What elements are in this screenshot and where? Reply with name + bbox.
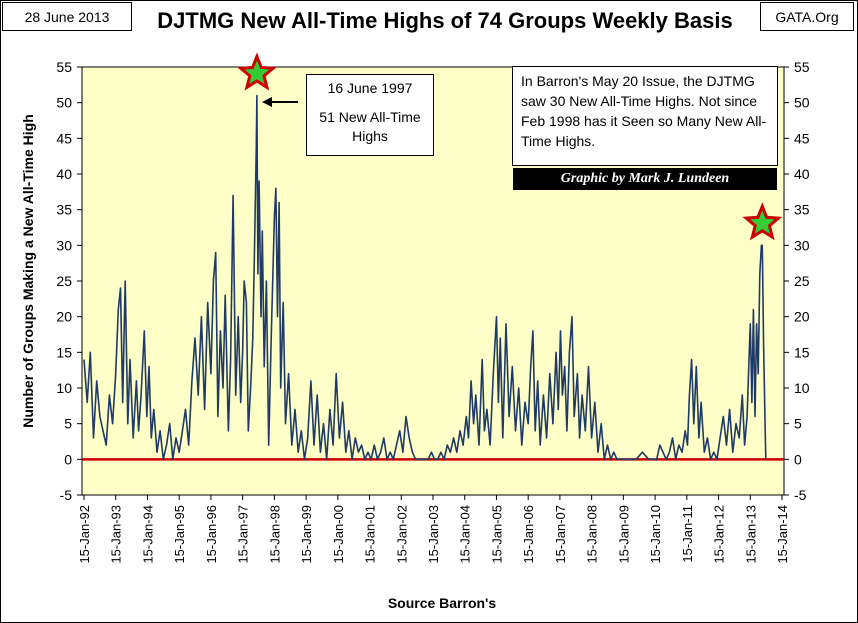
y-tick-label: 10 — [794, 380, 810, 396]
y-tick-label: 0 — [64, 451, 72, 467]
series-line — [83, 94, 767, 461]
y-tick-label: 25 — [794, 273, 810, 289]
x-tick-label: 15-Jan-92 — [77, 505, 92, 564]
x-tick-label: 15-Jan-02 — [394, 505, 409, 564]
y-tick-label: 0 — [794, 451, 802, 467]
x-tick-label: 15-Jan-99 — [299, 505, 314, 564]
x-tick-label: 15-Jan-06 — [521, 505, 536, 564]
x-tick-label: 15-Jan-98 — [267, 505, 282, 564]
y-tick-label: 20 — [56, 309, 72, 325]
y-axis-right: -5 0 5 10 15 20 25 30 35 40 45 50 55 — [784, 59, 810, 503]
x-axis-label: Source Barron's — [388, 595, 497, 611]
x-tick-label: 15-Jan-13 — [743, 505, 758, 564]
y-tick-label: -5 — [794, 487, 807, 503]
peak-annotation: 16 June 1997 51 New All-Time Highs — [306, 74, 434, 156]
x-tick-label: 15-Jan-14 — [775, 505, 790, 564]
x-tick-label: 15-Jan-07 — [553, 505, 568, 564]
x-tick-label: 15-Jan-03 — [426, 505, 441, 564]
x-tick-label: 15-Jan-97 — [236, 505, 251, 564]
y-tick-label: 40 — [56, 166, 72, 182]
y-tick-label: 45 — [56, 130, 72, 146]
y-tick-label: 15 — [56, 344, 72, 360]
annotation-arrow — [262, 97, 298, 107]
source-label: GATA.Org — [760, 2, 854, 31]
x-tick-label: 15-Jan-95 — [172, 505, 187, 564]
y-axis-label: Number of Groups Making a New All-Time H… — [20, 114, 36, 427]
x-tick-label: 15-Jan-93 — [109, 505, 124, 564]
y-tick-label: 55 — [794, 59, 810, 75]
x-tick-label: 15-Jan-94 — [140, 505, 155, 564]
y-tick-label: 20 — [794, 309, 810, 325]
y-tick-label: 35 — [794, 202, 810, 218]
y-axis-left: -5 0 5 10 15 20 25 30 35 40 45 50 55 — [56, 59, 82, 503]
x-tick-label: 15-Jan-05 — [489, 505, 504, 564]
peak-markers — [236, 52, 783, 241]
barrons-note: In Barron's May 20 Issue, the DJTMG saw … — [512, 66, 778, 166]
date-label: 28 June 2013 — [2, 2, 132, 31]
star-icon — [742, 202, 783, 241]
y-tick-label: 10 — [56, 380, 72, 396]
y-tick-label: 45 — [794, 130, 810, 146]
y-tick-label: 5 — [794, 416, 802, 432]
x-tick-label: 15-Jan-10 — [648, 505, 663, 564]
y-tick-label: 5 — [64, 416, 72, 432]
x-axis: 15-Jan-92 15-Jan-93 15-Jan-94 15-Jan-95 15-J… — [77, 495, 790, 564]
x-tick-label: 15-Jan-09 — [616, 505, 631, 564]
peak-date: 16 June 1997 — [327, 80, 413, 96]
x-tick-label: 15-Jan-01 — [363, 505, 378, 564]
x-tick-label: 15-Jan-08 — [585, 505, 600, 564]
x-tick-label: 15-Jan-04 — [458, 505, 473, 564]
x-tick-label: 15-Jan-00 — [331, 505, 346, 564]
x-tick-label: 15-Jan-12 — [712, 505, 727, 564]
chart-title: DJTMG New All-Time Highs of 74 Groups We… — [157, 8, 733, 33]
y-tick-label: 55 — [56, 59, 72, 75]
y-tick-label: 30 — [794, 237, 810, 253]
peak-text: 51 New All-Time Highs — [319, 109, 421, 144]
x-tick-label: 15-Jan-11 — [680, 505, 695, 563]
y-tick-label: 25 — [56, 273, 72, 289]
y-tick-label: 40 — [794, 166, 810, 182]
x-tick-label: 15-Jan-96 — [204, 505, 219, 564]
y-tick-label: 50 — [794, 95, 810, 111]
star-icon — [236, 52, 277, 91]
y-tick-label: -5 — [60, 487, 73, 503]
y-tick-label: 50 — [56, 95, 72, 111]
y-tick-label: 35 — [56, 202, 72, 218]
y-tick-label: 30 — [56, 237, 72, 253]
graphic-credit: Graphic by Mark J. Lundeen — [513, 168, 777, 190]
y-tick-label: 15 — [794, 344, 810, 360]
